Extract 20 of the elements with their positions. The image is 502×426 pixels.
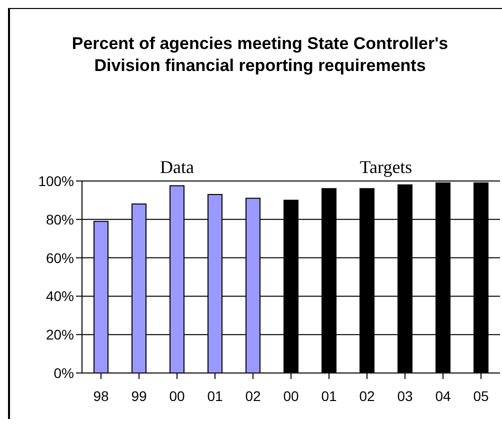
x-tick-label: 02 — [245, 388, 261, 404]
x-tick-label: 02 — [359, 388, 375, 404]
x-tick-label: 98 — [93, 388, 109, 404]
x-tick-label: 99 — [131, 388, 147, 404]
series-label: Data — [159, 157, 195, 178]
x-tick-label: 00 — [169, 388, 185, 404]
y-tick-label: 60% — [46, 250, 74, 266]
y-tick-label: 40% — [46, 288, 74, 304]
x-tick-label: 00 — [283, 388, 299, 404]
y-tick-label: 100% — [38, 172, 74, 189]
x-tick-label: 03 — [397, 388, 413, 404]
x-tick-label: 04 — [435, 388, 451, 404]
x-tick-label: 05 — [473, 388, 489, 404]
y-tick-label: 0% — [54, 364, 74, 381]
x-tick-label: 01 — [321, 388, 337, 404]
y-tick-label: 80% — [46, 211, 74, 228]
chart-title: Percent of agencies meeting State Controller's Division financial reporting requirements — [70, 33, 450, 77]
y-tick-label: 20% — [46, 326, 74, 343]
series-label: Targets — [358, 157, 414, 178]
x-tick-label: 01 — [207, 388, 223, 404]
